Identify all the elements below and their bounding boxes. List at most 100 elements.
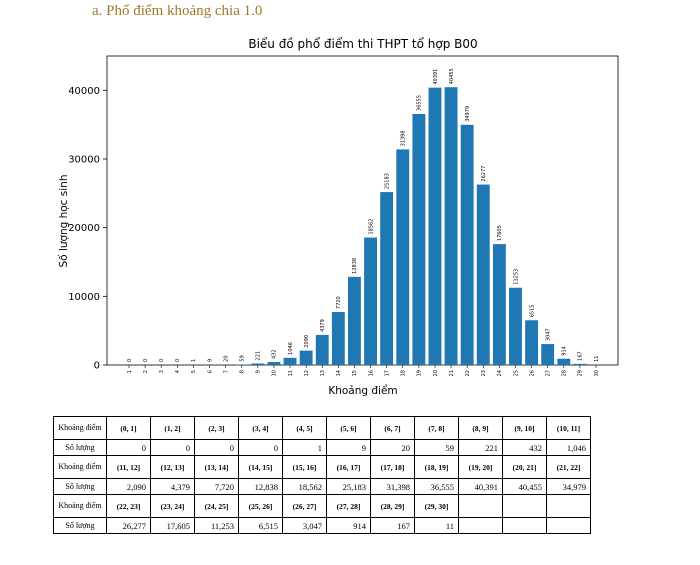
x-tick-label: 6 bbox=[207, 370, 213, 373]
x-tick-label: 17 bbox=[384, 370, 390, 376]
bar-data-label: 40391 bbox=[433, 69, 439, 85]
count-cell: 40,455 bbox=[502, 478, 547, 495]
range-cell: (1, 2] bbox=[150, 416, 195, 440]
y-tick-label: 30000 bbox=[68, 155, 100, 166]
range-cell: (8, 9] bbox=[458, 416, 503, 440]
range-cell: (13, 14] bbox=[194, 455, 239, 479]
bar-data-label: 4379 bbox=[320, 319, 326, 332]
plot-frame bbox=[106, 55, 619, 366]
section-heading: a. Phổ điểm khoảng chia 1.0 bbox=[92, 3, 263, 19]
range-cell: (9, 10] bbox=[502, 416, 547, 440]
range-cell: (2, 3] bbox=[194, 416, 239, 440]
count-cell: 25,183 bbox=[326, 478, 371, 495]
y-tick-label: 40000 bbox=[68, 86, 100, 97]
x-tick-label: 23 bbox=[481, 370, 487, 376]
x-tick-label: 10 bbox=[272, 370, 278, 376]
y-tick-label: 20000 bbox=[68, 223, 100, 234]
count-cell: 7,720 bbox=[194, 478, 239, 495]
range-cell: (12, 13] bbox=[150, 455, 195, 479]
count-cell: 4,379 bbox=[150, 478, 195, 495]
bar-data-label: 7720 bbox=[336, 296, 342, 309]
x-tick-label: 19 bbox=[417, 370, 423, 376]
bar bbox=[460, 124, 474, 365]
range-cell: (22, 23] bbox=[106, 494, 151, 518]
bar bbox=[541, 344, 555, 365]
range-cell: (0, 1] bbox=[106, 416, 151, 440]
range-cell: (25, 26] bbox=[238, 494, 283, 518]
count-cell: 9 bbox=[326, 439, 371, 456]
count-cell: 12,838 bbox=[238, 478, 283, 495]
count-cell: 40,391 bbox=[458, 478, 503, 495]
x-tick-label: 14 bbox=[336, 370, 342, 376]
range-cell bbox=[458, 494, 503, 518]
count-cell: 914 bbox=[326, 517, 371, 534]
count-cell: 6,515 bbox=[238, 517, 283, 534]
bar-data-label: 2090 bbox=[304, 335, 310, 348]
count-cell: 17,605 bbox=[150, 517, 195, 534]
x-tick-label: 7 bbox=[223, 370, 229, 373]
x-tick-label: 8 bbox=[240, 370, 246, 373]
table-row: Số lượng 2,090 4,379 7,720 12,838 18,562… bbox=[53, 478, 591, 495]
count-row-label: Số lượng bbox=[53, 439, 107, 456]
bar-data-label: 0 bbox=[127, 359, 133, 362]
x-tick-label: 2 bbox=[143, 370, 149, 373]
range-cell: (11, 12] bbox=[106, 455, 151, 479]
count-cell bbox=[546, 517, 591, 534]
range-cell: (20, 21] bbox=[502, 455, 547, 479]
x-tick-label: 18 bbox=[401, 370, 407, 376]
x-tick-label: 4 bbox=[175, 370, 181, 373]
count-cell: 20 bbox=[370, 439, 415, 456]
bar bbox=[509, 287, 522, 365]
bar bbox=[348, 276, 361, 365]
x-tick-label: 27 bbox=[545, 370, 551, 376]
y-tick-label: 10000 bbox=[68, 292, 100, 303]
range-cell: (3, 4] bbox=[238, 416, 283, 440]
count-cell: 3,047 bbox=[282, 517, 327, 534]
chart-title: Biểu đồ phổ điểm thi THPT tổ hợp B00 bbox=[248, 37, 477, 51]
table-row: Số lượng 26,277 17,605 11,253 6,515 3,04… bbox=[53, 517, 591, 534]
count-cell: 11,253 bbox=[194, 517, 239, 534]
bar-data-label: 432 bbox=[272, 349, 278, 359]
x-tick-label: 3 bbox=[159, 370, 165, 373]
range-cell: (21, 22] bbox=[546, 455, 591, 479]
bar bbox=[444, 87, 458, 366]
range-cell: (6, 7] bbox=[370, 416, 415, 440]
bar-data-label: 25183 bbox=[384, 173, 390, 189]
bar bbox=[364, 237, 377, 365]
bar-data-label: 3047 bbox=[545, 328, 551, 341]
bar-data-label: 167 bbox=[578, 351, 584, 361]
bar bbox=[492, 244, 506, 365]
bar-data-label: 34979 bbox=[465, 106, 471, 122]
bar-data-label: 6515 bbox=[529, 305, 535, 318]
x-tick-label: 29 bbox=[578, 370, 584, 376]
count-cell: 1,046 bbox=[546, 439, 591, 456]
bar-data-label: 1 bbox=[191, 359, 197, 362]
count-row-label: Số lượng bbox=[53, 478, 107, 495]
table-row: Số lượng 0 0 0 0 1 9 20 59 221 432 1,046 bbox=[53, 439, 591, 456]
y-axis-label: Số lượng học sinh bbox=[58, 175, 70, 268]
count-cell: 31,398 bbox=[370, 478, 415, 495]
bar bbox=[299, 350, 313, 365]
x-axis-label: Khoảng điểm bbox=[328, 384, 397, 397]
range-cell: (14, 15] bbox=[238, 455, 283, 479]
count-cell: 0 bbox=[194, 439, 239, 456]
range-cell: (16, 17] bbox=[326, 455, 371, 479]
x-tick-label: 25 bbox=[513, 370, 519, 376]
count-cell: 11 bbox=[414, 517, 459, 534]
y-tick-label: 0 bbox=[94, 361, 100, 372]
bar-data-label: 9 bbox=[207, 359, 213, 362]
bar-data-label: 11253 bbox=[513, 269, 519, 285]
bar-data-label: 11 bbox=[594, 356, 600, 362]
bar bbox=[412, 113, 426, 365]
x-tick-label: 5 bbox=[191, 370, 197, 373]
count-cell: 221 bbox=[458, 439, 503, 456]
histogram-chart: 0 0 0 0 1 9 20 59 221 432 104620904379772012838185… bbox=[58, 37, 619, 397]
count-cell: 36,555 bbox=[414, 478, 459, 495]
range-cell: (18, 19] bbox=[414, 455, 459, 479]
range-cell: (23, 24] bbox=[150, 494, 195, 518]
bar-data-label: 0 bbox=[175, 359, 181, 362]
bar bbox=[380, 192, 394, 365]
count-cell: 167 bbox=[370, 517, 415, 534]
x-tick-label: 26 bbox=[529, 370, 535, 376]
range-cell: (28, 29] bbox=[370, 494, 415, 518]
